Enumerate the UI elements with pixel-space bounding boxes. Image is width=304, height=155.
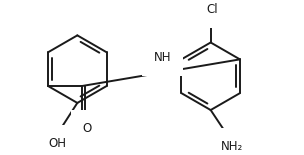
Text: OH: OH [49, 137, 67, 150]
Text: NH₂: NH₂ [221, 140, 243, 153]
Text: O: O [83, 122, 92, 135]
Text: NH: NH [154, 51, 171, 64]
Text: Cl: Cl [207, 3, 218, 16]
